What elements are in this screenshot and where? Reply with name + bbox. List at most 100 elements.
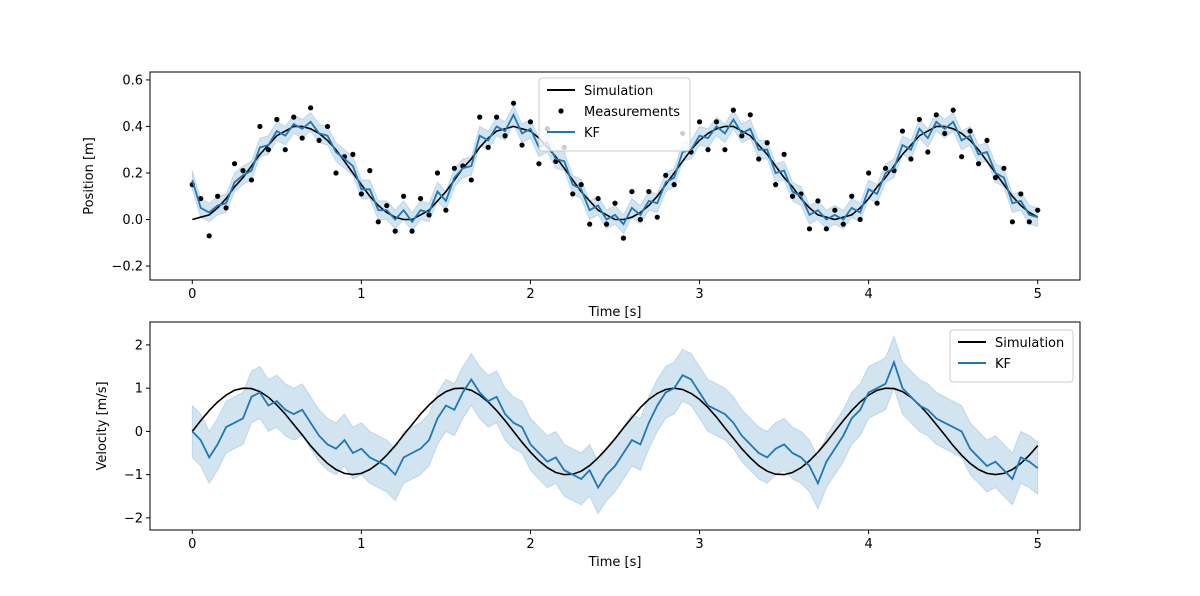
y-tick-label: −2 bbox=[124, 511, 143, 526]
measurement-point bbox=[866, 170, 872, 176]
measurement-point bbox=[612, 200, 618, 206]
measurement-point bbox=[527, 119, 534, 125]
legend-label-simulation: Simulation bbox=[995, 336, 1064, 351]
measurement-point bbox=[696, 119, 703, 125]
x-tick-label: 5 bbox=[1034, 287, 1042, 302]
measurement-point bbox=[1001, 165, 1007, 171]
measurement-point bbox=[215, 193, 221, 199]
velocity-axes: 0 1 2 3 4 5 −2 −1 0 1 2 Time [s] Velocity [m/s] Simul… bbox=[95, 321, 1081, 570]
measurement-point bbox=[629, 188, 635, 195]
x-tick-label: 3 bbox=[695, 537, 703, 552]
legend-label-kf: KF bbox=[995, 357, 1011, 372]
measurement-point bbox=[620, 235, 627, 241]
measurement-point bbox=[333, 170, 339, 176]
measurement-point bbox=[519, 142, 525, 148]
axes-frame bbox=[149, 71, 1081, 281]
y-axis-label: Velocity [m/s] bbox=[95, 381, 110, 470]
measurement-point bbox=[1035, 207, 1041, 213]
measurement-point bbox=[739, 133, 745, 139]
y-tick-label: 1 bbox=[135, 382, 143, 397]
x-axis-label: Time [s] bbox=[588, 305, 642, 320]
kf-line bbox=[191, 359, 1039, 490]
kf-uncertainty-band bbox=[191, 334, 1039, 515]
measurement-point bbox=[840, 221, 846, 227]
legend-marker-measurements bbox=[558, 108, 564, 114]
y-tick-label: 2 bbox=[135, 338, 143, 353]
measurement-point bbox=[595, 195, 601, 202]
measurement-point bbox=[578, 182, 584, 188]
measurement-point bbox=[265, 147, 271, 153]
axes-frame bbox=[149, 321, 1081, 531]
measurement-point bbox=[570, 191, 576, 197]
y-tick-label: −0.2 bbox=[111, 260, 143, 275]
measurement-point bbox=[223, 205, 229, 211]
measurement-point bbox=[291, 114, 297, 120]
measurement-point bbox=[587, 221, 593, 227]
measurement-point bbox=[654, 214, 660, 220]
kf-line bbox=[191, 112, 1038, 226]
measurement-point bbox=[849, 193, 855, 199]
measurement-point bbox=[942, 130, 948, 137]
measurement-point bbox=[350, 151, 356, 157]
y-tick-label: 0.6 bbox=[122, 73, 143, 88]
measurement-point bbox=[324, 123, 331, 130]
y-tick-label: 0.2 bbox=[122, 166, 143, 181]
measurement-point bbox=[1009, 219, 1015, 225]
measurement-point bbox=[722, 147, 728, 153]
measurement-point bbox=[257, 123, 263, 130]
x-axis-label: Time [s] bbox=[588, 555, 642, 570]
measurement-point bbox=[671, 182, 677, 188]
measurement-point bbox=[967, 128, 973, 134]
x-tick-label: 0 bbox=[188, 537, 196, 552]
legend-label-kf: KF bbox=[584, 126, 600, 141]
measurement-point bbox=[882, 165, 889, 171]
x-tick-label: 3 bbox=[695, 287, 703, 302]
measurement-point bbox=[789, 193, 796, 199]
x-tick-label: 1 bbox=[357, 287, 365, 302]
measurement-point bbox=[916, 116, 922, 123]
measurement-point bbox=[899, 128, 906, 134]
x-tick-label: 0 bbox=[188, 287, 196, 302]
measurement-point bbox=[248, 177, 255, 183]
measurement-point bbox=[434, 170, 441, 176]
measurement-point bbox=[316, 137, 322, 144]
measurement-point bbox=[494, 114, 500, 120]
measurement-point bbox=[823, 226, 829, 232]
measurement-point bbox=[392, 228, 398, 234]
measurement-point bbox=[510, 100, 517, 106]
measurement-point bbox=[384, 202, 390, 209]
measurement-point bbox=[781, 151, 787, 157]
measurement-point bbox=[1026, 219, 1032, 225]
legend: Simulation KF bbox=[949, 329, 1074, 383]
measurement-point bbox=[764, 140, 770, 146]
measurement-point bbox=[705, 147, 711, 153]
measurement-point bbox=[401, 193, 407, 199]
measurement-point bbox=[832, 207, 838, 213]
y-tick-label: 0.4 bbox=[122, 120, 143, 135]
measurement-point bbox=[206, 233, 212, 239]
measurement-point bbox=[773, 182, 779, 188]
measurement-point bbox=[240, 168, 246, 174]
measurement-point bbox=[443, 207, 449, 213]
measurement-point bbox=[485, 144, 491, 150]
position-axes: 0 1 2 3 4 5 −0.2 0.0 0.2 0.4 0.6 Time [s] Position [… bbox=[82, 71, 1081, 320]
measurement-point bbox=[502, 133, 508, 139]
x-tick-label: 5 bbox=[1034, 537, 1042, 552]
measurement-point bbox=[417, 195, 424, 202]
measurement-point bbox=[933, 112, 939, 118]
measurement-point bbox=[874, 200, 880, 206]
measurement-point bbox=[857, 216, 863, 223]
measurement-point bbox=[282, 147, 288, 153]
measurement-point bbox=[637, 216, 643, 223]
legend-box bbox=[538, 77, 691, 152]
measurement-point bbox=[908, 156, 914, 162]
x-tick-label: 4 bbox=[864, 537, 872, 552]
measurement-point bbox=[925, 149, 931, 155]
y-tick-label: 0 bbox=[135, 425, 143, 440]
measurement-point bbox=[375, 219, 381, 225]
measurement-point bbox=[603, 221, 610, 227]
simulation-line bbox=[191, 387, 1039, 476]
measurement-point bbox=[713, 119, 720, 125]
kf-uncertainty-band bbox=[191, 104, 1039, 235]
